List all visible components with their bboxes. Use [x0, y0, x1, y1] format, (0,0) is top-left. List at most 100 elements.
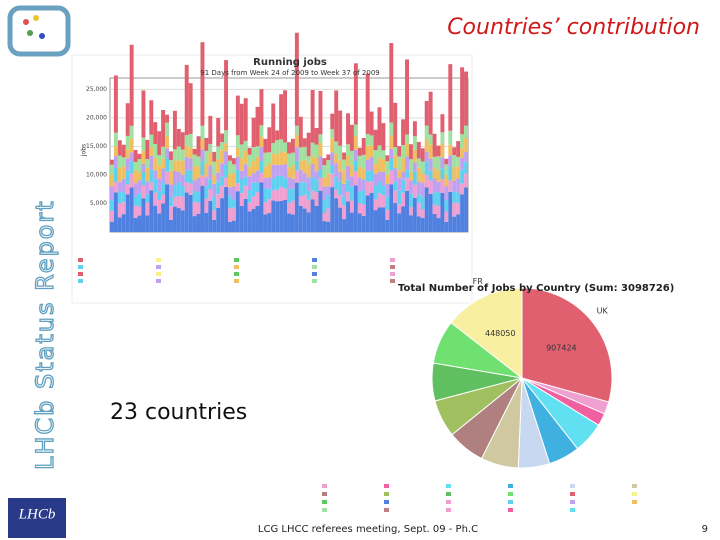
- bar-texture: [231, 207, 236, 221]
- bar-texture: [369, 111, 374, 136]
- bar-texture: [235, 191, 240, 232]
- bar-texture: [216, 118, 221, 147]
- slice-label: FR: [473, 277, 484, 286]
- bar-texture: [298, 169, 303, 183]
- legend-swatch: [322, 492, 327, 496]
- bar-texture: [365, 73, 370, 134]
- bar-texture: [342, 205, 347, 220]
- bar-texture: [349, 186, 354, 201]
- bar-texture: [298, 160, 303, 170]
- bar-texture: [456, 166, 461, 179]
- slice-value: 448050: [485, 329, 516, 338]
- bar-texture: [287, 177, 291, 189]
- bar-texture: [440, 114, 445, 133]
- bar-texture: [365, 170, 370, 182]
- bar-texture: [196, 213, 201, 232]
- bar-texture: [361, 190, 366, 205]
- bar-texture: [405, 59, 409, 135]
- bar-texture: [216, 207, 221, 232]
- bar-texture: [228, 221, 232, 232]
- bar-texture: [290, 214, 295, 232]
- logo: [7, 5, 71, 57]
- bar-texture: [334, 90, 339, 142]
- bar-texture: [251, 182, 256, 197]
- bar-texture: [397, 177, 402, 191]
- bar-texture: [275, 140, 280, 155]
- bar-texture: [133, 196, 138, 206]
- bar-texture: [169, 196, 173, 207]
- bar-texture: [424, 125, 429, 140]
- bar-texture: [357, 147, 362, 156]
- bar-texture: [153, 170, 158, 180]
- bar-texture: [397, 169, 402, 178]
- bar-texture: [200, 175, 205, 186]
- bar-texture: [298, 147, 303, 161]
- bar-texture: [353, 161, 358, 172]
- bar-texture: [220, 185, 225, 199]
- bar-texture: [259, 89, 264, 126]
- bar-texture: [216, 159, 221, 173]
- bar-texture: [133, 205, 138, 218]
- legend-swatch: [508, 508, 513, 512]
- bar-texture: [440, 179, 445, 193]
- bar-texture: [365, 181, 370, 196]
- bar-texture: [373, 129, 378, 151]
- bar-texture: [235, 183, 240, 192]
- bar-texture: [452, 191, 457, 203]
- bar-texture: [184, 156, 189, 171]
- bar-texture: [401, 171, 406, 180]
- bar-texture: [125, 135, 130, 150]
- bar-texture: [133, 183, 138, 197]
- bar-texture: [294, 182, 299, 232]
- bar-texture: [231, 164, 236, 174]
- bar-texture: [208, 179, 213, 189]
- bar-texture: [169, 184, 173, 197]
- bar-texture: [318, 90, 323, 135]
- bar-texture: [121, 178, 126, 193]
- bar-texture: [121, 202, 126, 215]
- bar-texture: [184, 135, 189, 146]
- bar-texture: [165, 114, 170, 123]
- bar-texture: [157, 164, 162, 179]
- bar-texture: [137, 206, 142, 216]
- bar-texture: [212, 174, 217, 184]
- bar-texture: [408, 171, 413, 181]
- bar-texture: [349, 150, 354, 165]
- bar-texture: [456, 203, 461, 215]
- bar-texture: [192, 190, 197, 203]
- bar-texture: [389, 43, 394, 123]
- bar-texture: [204, 137, 209, 151]
- bar-texture: [192, 166, 197, 181]
- bar-texture: [153, 143, 158, 158]
- bar-texture: [322, 221, 327, 232]
- bar-texture: [172, 160, 177, 172]
- caption: 23 countries: [110, 400, 247, 425]
- bar-texture: [192, 202, 197, 217]
- legend-swatch: [390, 265, 395, 269]
- bar-texture: [263, 152, 268, 167]
- bar-texture: [145, 159, 150, 168]
- bar-texture: [353, 185, 358, 232]
- bar-texture: [314, 144, 319, 159]
- legend-swatch: [508, 500, 513, 504]
- bar-texture: [176, 182, 181, 197]
- bar-texture: [357, 213, 362, 232]
- bar-texture: [389, 122, 394, 136]
- bar-texture: [330, 152, 335, 166]
- bar-texture: [290, 178, 295, 189]
- bar-texture: [255, 205, 260, 232]
- slice-value: 907424: [546, 344, 577, 353]
- bar-texture: [377, 171, 382, 182]
- bar-texture: [361, 137, 366, 155]
- legend-swatch: [156, 258, 161, 262]
- bar-texture: [279, 139, 284, 152]
- bar-texture: [346, 144, 350, 156]
- bar-texture: [271, 190, 276, 201]
- bar-texture: [338, 181, 343, 196]
- bar-texture: [416, 181, 421, 195]
- legend-swatch: [446, 484, 451, 488]
- legend-swatch: [390, 258, 395, 262]
- bar-texture: [456, 214, 461, 232]
- bar-texture: [385, 219, 390, 232]
